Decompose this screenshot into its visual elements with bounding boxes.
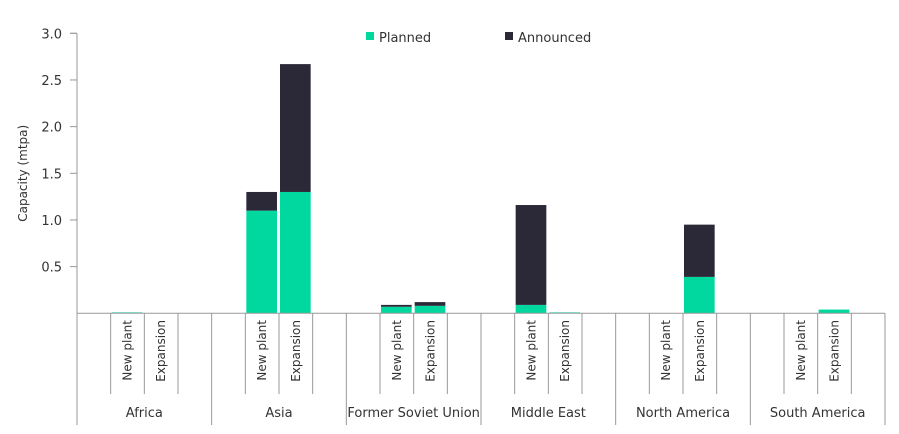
- bar-planned-former-soviet-union-expansion: [414, 305, 446, 314]
- legend-label-announced: Announced: [518, 31, 591, 46]
- x-subcategory-label: New plant: [255, 320, 269, 381]
- legend-swatch-planned: [366, 32, 374, 40]
- bar-planned-former-soviet-union-new-plant: [381, 306, 412, 314]
- bar-planned-middle-east-new-plant: [515, 304, 547, 314]
- x-subcategory-label: Expansion: [558, 320, 572, 382]
- x-group-label: Asia: [265, 406, 292, 421]
- bar-announced-former-soviet-union-expansion: [414, 302, 446, 306]
- x-subcategory-label: New plant: [121, 320, 135, 381]
- bar-announced-middle-east-new-plant: [515, 205, 547, 305]
- y-tick-label: 2.0: [41, 121, 62, 136]
- y-tick-label: 1.5: [41, 167, 62, 182]
- x-group-label: Former Soviet Union: [347, 406, 480, 421]
- x-subcategory-label: Expansion: [828, 320, 842, 382]
- bar-announced-asia-expansion: [280, 64, 311, 192]
- bar-planned-south-america-expansion: [818, 309, 850, 314]
- y-tick-label: 3.0: [41, 27, 62, 42]
- x-group-label: Middle East: [511, 406, 586, 421]
- x-group-label: North America: [636, 406, 730, 421]
- y-axis-label: Capacity (mtpa): [16, 125, 30, 222]
- x-subcategory-label: Expansion: [289, 320, 303, 382]
- x-group-label: Africa: [126, 406, 163, 421]
- x-subcategory-label: New plant: [659, 320, 673, 381]
- x-subcategory-label: Expansion: [424, 320, 438, 382]
- bar-announced-north-america-expansion: [684, 224, 715, 277]
- x-subcategory-label: New plant: [525, 320, 539, 381]
- bar-planned-north-america-expansion: [684, 276, 715, 314]
- bar-planned-asia-new-plant: [246, 210, 277, 314]
- x-subcategory-label: Expansion: [693, 320, 707, 382]
- bar-announced-asia-new-plant: [246, 191, 277, 211]
- y-tick-label: 1.0: [41, 214, 62, 229]
- y-tick-label: 2.5: [41, 74, 62, 89]
- x-subcategory-label: New plant: [390, 320, 404, 381]
- x-group-label: South America: [770, 406, 866, 421]
- legend-swatch-announced: [505, 32, 513, 40]
- x-subcategory-label: Expansion: [154, 320, 168, 382]
- legend-label-planned: Planned: [379, 31, 431, 46]
- y-tick-label: 0.5: [41, 261, 62, 276]
- x-subcategory-label: New plant: [794, 320, 808, 381]
- bar-planned-asia-expansion: [280, 191, 311, 314]
- bar-announced-former-soviet-union-new-plant: [381, 304, 412, 307]
